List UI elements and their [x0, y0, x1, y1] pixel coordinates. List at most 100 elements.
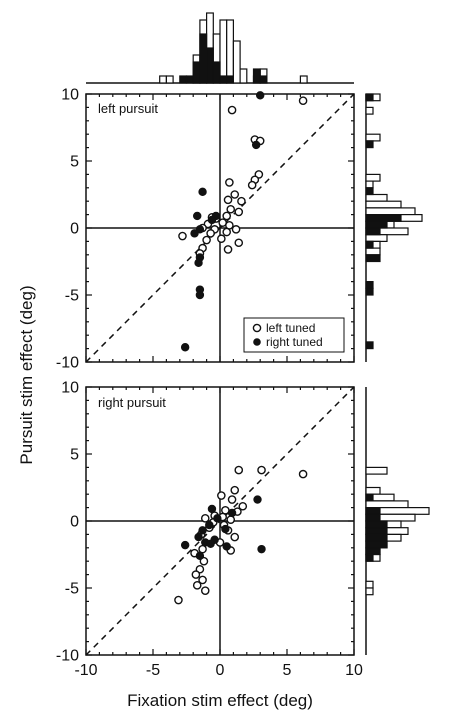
x-tick-label: 0: [216, 662, 225, 679]
left-tuned-point: [206, 229, 215, 238]
right-pursuit-points: [174, 465, 308, 605]
right-tuned-point: [206, 539, 215, 548]
right-tuned-point: [194, 532, 203, 542]
right-tuned-bar: [365, 527, 388, 536]
left-tuned-bar: [365, 486, 381, 495]
left-tuned-point: [223, 195, 233, 205]
top-histogram-bars: [159, 12, 308, 84]
left-tuned-bar: [365, 234, 388, 242]
left-tuned-point: [231, 225, 241, 234]
right-tuned-bar: [199, 33, 208, 84]
left-tuned-point: [223, 245, 233, 254]
unity-line: [85, 93, 355, 363]
left-tuned-bar: [232, 40, 241, 84]
left-tuned-bar: [365, 580, 374, 589]
right-tuned-bar: [365, 513, 381, 522]
right-tuned-bar: [365, 341, 374, 350]
left-tuned-bar: [365, 173, 381, 182]
right-tuned-point: [222, 542, 231, 551]
left-tuned-bar: [365, 587, 374, 596]
right-pursuit-label: right pursuit: [98, 395, 166, 410]
right-tuned-bar: [365, 227, 381, 236]
left-tuned-point: [234, 238, 244, 248]
left-tuned-point: [226, 204, 236, 214]
y-tick-label: 5: [70, 447, 79, 464]
left-tuned-bar: [365, 193, 388, 202]
right-tuned-point: [180, 540, 190, 550]
left-pursuit-panel: left pursuit left tuned right tuned: [85, 91, 355, 363]
left-tuned-point: [234, 207, 244, 217]
right-tuned-point: [251, 140, 261, 150]
left-tuned-point: [200, 586, 210, 595]
x-axis-title: Fixation stim effect (deg): [127, 691, 313, 710]
right-tuned-point: [221, 524, 230, 534]
left-tuned-bar: [159, 75, 167, 84]
right-tuned-point: [256, 91, 265, 100]
left-tuned-bar: [299, 75, 308, 84]
left-tuned-bar: [365, 466, 388, 475]
left-tuned-point: [222, 211, 231, 221]
right-tuned-bar: [365, 287, 374, 296]
y-tick-label: 5: [70, 154, 79, 171]
right-tuned-point: [193, 211, 202, 221]
left-tuned-bar: [226, 19, 234, 84]
right-tuned-bar: [365, 553, 374, 562]
left-tuned-point: [230, 190, 240, 199]
left-tuned-point: [202, 235, 211, 245]
left-tuned-point: [234, 465, 244, 475]
y-axis-title: Pursuit stim effect (deg): [17, 285, 36, 464]
y-tick-label: 10: [61, 380, 79, 397]
left-tuned-point: [178, 231, 187, 241]
left-tuned-point: [227, 105, 237, 115]
right-tuned-bar: [365, 507, 381, 515]
left-pursuit-points: [178, 91, 308, 352]
x-tick-label: 5: [283, 662, 292, 679]
right-tuned-bar: [185, 75, 194, 84]
right-tuned-point: [253, 495, 262, 504]
x-tick-labels: -10 -5 0 5 10: [74, 662, 363, 679]
left-pursuit-y-tick-labels: -10 -5 0 5 10: [56, 87, 79, 372]
legend-left-tuned-marker: [252, 323, 262, 333]
right-tuned-bar: [365, 254, 381, 263]
left-tuned-point: [226, 515, 236, 524]
left-tuned-point: [230, 532, 240, 542]
right-tuned-point: [198, 187, 207, 197]
left-tuned-point: [227, 495, 237, 504]
right-tuned-point: [207, 215, 217, 225]
left-tuned-point: [198, 575, 207, 585]
left-tuned-point: [257, 465, 266, 475]
left-tuned-point: [200, 514, 210, 523]
left-tuned-point: [298, 96, 308, 105]
legend: left tuned right tuned: [243, 317, 345, 353]
right-tuned-bar: [365, 281, 374, 289]
right-tuned-bar: [219, 75, 228, 84]
right-tuned-bar: [365, 520, 388, 529]
left-tuned-point: [298, 469, 308, 479]
right-tuned-point: [213, 514, 222, 523]
right-tuned-point: [257, 544, 266, 554]
right-tuned-bar: [365, 547, 381, 556]
right-pursuit-histogram-bars: [365, 466, 430, 596]
legend-box: [243, 317, 345, 353]
y-tick-label: 0: [70, 221, 79, 238]
left-tuned-point: [225, 178, 234, 187]
right-tuned-point: [227, 508, 237, 518]
right-tuned-bar: [226, 75, 234, 84]
y-tick-label: 0: [70, 514, 79, 531]
left-tuned-bar: [239, 68, 248, 84]
left-tuned-point: [237, 196, 246, 206]
left-tuned-bar: [365, 200, 402, 209]
left-tuned-bar: [365, 207, 416, 216]
right-tuned-bar: [365, 220, 388, 229]
right-tuned-bar: [365, 93, 374, 102]
right-tuned-bar: [365, 540, 388, 549]
right-tuned-bar: [206, 47, 214, 84]
left-tuned-bar: [365, 106, 374, 115]
left-tuned-point: [174, 595, 183, 605]
right-pursuit-y-tick-labels: -10 -5 0 5 10: [56, 380, 79, 665]
right-tuned-bar: [365, 140, 374, 149]
right-tuned-bar: [259, 75, 268, 84]
left-tuned-bar: [219, 19, 228, 84]
right-tuned-bar: [212, 61, 221, 84]
